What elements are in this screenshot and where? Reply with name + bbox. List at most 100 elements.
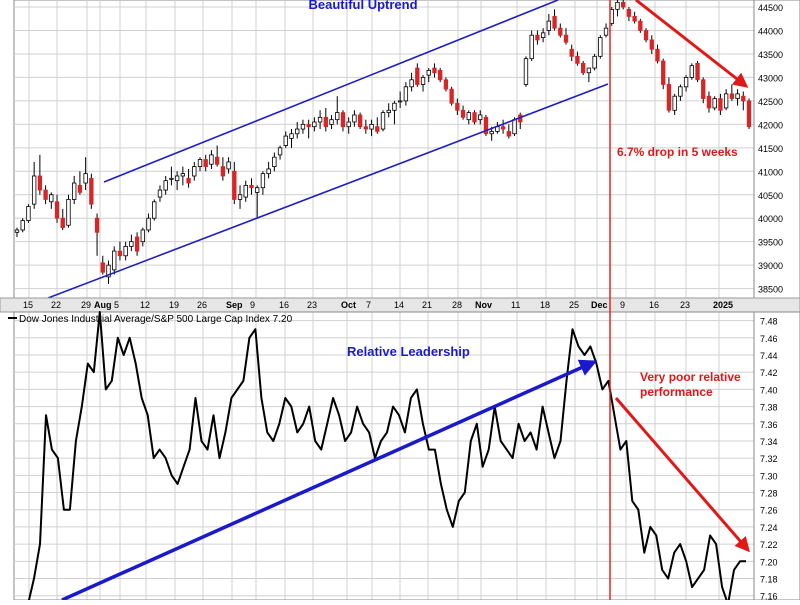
date-x-tick-label: 16 xyxy=(649,300,659,310)
channel-lower-line xyxy=(47,83,609,299)
candle xyxy=(449,86,454,106)
candle xyxy=(14,227,20,237)
candle-body xyxy=(380,112,386,130)
candle xyxy=(472,110,477,125)
candle-body xyxy=(112,250,117,271)
candle xyxy=(112,246,117,275)
price-y-axis: 38500 39000 39500 40000 40500 41000 41500 42000… xyxy=(753,0,800,299)
candle-body xyxy=(535,34,540,41)
candle xyxy=(117,241,123,261)
candle xyxy=(192,161,197,181)
candle xyxy=(49,192,54,209)
candle xyxy=(500,119,506,134)
candle-body xyxy=(460,109,466,118)
candle-body xyxy=(735,93,740,99)
candle xyxy=(266,161,271,179)
candle xyxy=(632,11,637,24)
candle xyxy=(306,119,311,139)
candle-body xyxy=(466,112,471,121)
price-drop-arrow xyxy=(635,0,749,88)
ratio-y-tick-label: 7.30 xyxy=(760,471,778,481)
candle-body xyxy=(289,133,294,139)
price-y-tick-label: 41500 xyxy=(758,144,783,154)
candle-body xyxy=(140,229,145,243)
candle-body xyxy=(546,20,552,31)
candle xyxy=(54,194,60,223)
candle-body xyxy=(203,159,208,167)
candle-body xyxy=(643,30,649,41)
candle xyxy=(746,98,752,130)
ratio-y-tick-label: 7.32 xyxy=(760,454,778,464)
candle xyxy=(26,204,31,223)
ratio-y-tick-label: 7.34 xyxy=(760,437,778,447)
candle-body xyxy=(523,58,529,85)
ratio-y-tick-label: 7.26 xyxy=(760,506,778,516)
candle-body xyxy=(580,62,586,74)
date-x-tick-label: Sep xyxy=(226,300,243,310)
candle xyxy=(260,171,266,195)
candle xyxy=(575,51,580,66)
candle-body xyxy=(363,126,369,130)
date-x-axis: 15 22 29 Aug 5 12 19 26 Sep 9 16 23 Oct 7 14 21 28 Nov 11 1… xyxy=(0,297,800,313)
candle xyxy=(409,72,414,92)
candle-body xyxy=(232,170,237,200)
candle-body xyxy=(432,67,437,74)
ratio-y-tick-label: 7.36 xyxy=(760,420,778,430)
candle-body xyxy=(277,147,283,156)
candle-body xyxy=(243,184,248,198)
candle xyxy=(169,166,174,186)
candle xyxy=(249,178,254,195)
candle-body xyxy=(403,86,409,102)
candle-body xyxy=(540,32,546,38)
candle xyxy=(586,67,592,83)
candle-body xyxy=(723,93,729,109)
candle xyxy=(357,112,363,130)
candle xyxy=(580,61,586,76)
candle xyxy=(352,110,357,127)
candle-body xyxy=(295,128,300,135)
date-x-tick-label: 9 xyxy=(250,300,255,310)
candle xyxy=(329,114,334,130)
candle xyxy=(655,44,660,64)
candle-body xyxy=(129,241,134,247)
candle xyxy=(346,117,351,134)
candle-body xyxy=(706,95,712,109)
candle xyxy=(683,75,689,92)
candle xyxy=(37,154,43,195)
price-y-tick-label: 42000 xyxy=(758,120,783,130)
candle-body xyxy=(123,245,128,257)
candle-body xyxy=(563,34,569,43)
candle-body xyxy=(237,194,243,200)
price-y-tick-label: 39500 xyxy=(758,238,783,248)
candle-body xyxy=(386,109,391,114)
candle-body xyxy=(186,177,191,184)
candle-body xyxy=(100,262,105,273)
price-y-tick-label: 44500 xyxy=(758,3,783,13)
candle-body xyxy=(655,48,660,62)
candle-body xyxy=(117,250,123,257)
candle-body xyxy=(43,189,48,200)
candle xyxy=(203,154,208,172)
price-candles xyxy=(14,0,752,284)
ratio-y-tick-label: 7.16 xyxy=(760,592,778,600)
candle xyxy=(380,110,386,132)
candle-body xyxy=(329,119,334,125)
candle-body xyxy=(197,159,203,167)
candle xyxy=(420,75,426,92)
candle xyxy=(106,260,111,284)
candle-body xyxy=(449,88,454,104)
candle xyxy=(209,150,214,169)
candle-body xyxy=(506,131,511,137)
candle-body xyxy=(20,220,25,231)
candle xyxy=(289,129,294,148)
candle-body xyxy=(415,67,420,85)
candle-body xyxy=(649,39,654,50)
candle xyxy=(31,161,37,209)
ratio-y-tick-label: 7.40 xyxy=(760,385,778,395)
candle-body xyxy=(661,60,666,85)
candle-body xyxy=(31,175,37,205)
ratio-line-group xyxy=(8,311,746,605)
candle xyxy=(197,157,203,172)
candle-body xyxy=(529,34,534,60)
candle-body xyxy=(72,182,77,200)
